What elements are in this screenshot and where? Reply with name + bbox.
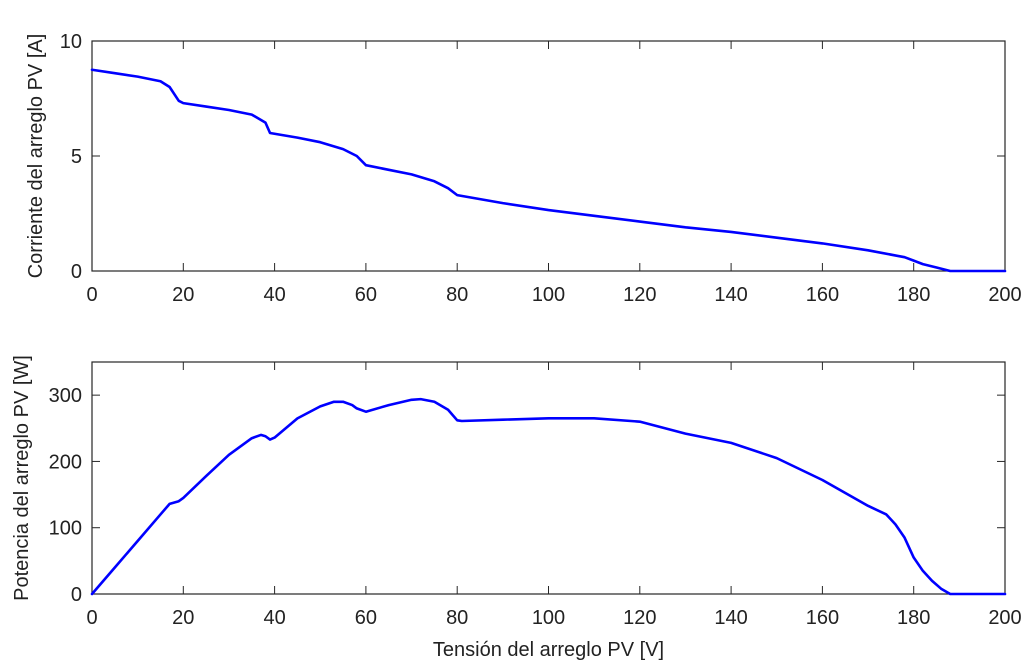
x-tick-label: 200 [988,607,1021,629]
x-tick-label: 80 [446,607,468,629]
y-tick-label: 10 [60,31,82,53]
x-tick-label: 140 [714,607,747,629]
x-tick-label: 120 [623,284,656,306]
axes-box [91,361,1006,595]
series-line [90,397,1007,596]
x-tick-label: 180 [897,284,930,306]
x-tick-label: 120 [623,607,656,629]
x-tick-label: 180 [897,607,930,629]
x-tick-label: 20 [172,607,194,629]
x-tick-label: 60 [355,284,377,306]
power-voltage-panel: 0 20 40 60 80 100 120 140 160 180 200 0 100 200 300 Pot… [11,355,1022,661]
x-axis-label: Tensión del arreglo PV [V] [433,639,664,661]
y-axis-label: Potencia del arreglo PV [W] [11,355,33,601]
x-tick-label: 0 [86,284,97,306]
x-tick-label: 140 [714,284,747,306]
x-tick-label: 80 [446,284,468,306]
series-line [90,68,1007,273]
y-axis-label: Corriente del arreglo PV [A] [25,34,47,279]
y-tick-label: 5 [71,146,82,168]
y-tick-label: 0 [71,261,82,283]
y-tick-label: 300 [49,385,82,407]
axes-box [91,40,1006,272]
x-tick-label: 160 [806,284,839,306]
x-tick-label: 100 [532,284,565,306]
x-tick-label: 100 [532,607,565,629]
x-tick-label: 40 [263,284,285,306]
current-voltage-panel: 0 20 40 60 80 100 120 140 160 180 200 0 5 10 Corriente… [25,31,1022,306]
x-tick-label: 200 [988,284,1021,306]
x-tick-label: 60 [355,607,377,629]
x-tick-label: 20 [172,284,194,306]
x-tick-label: 160 [806,607,839,629]
y-tick-label: 200 [49,451,82,473]
y-tick-label: 100 [49,518,82,540]
x-tick-label: 0 [86,607,97,629]
y-tick-label: 0 [71,584,82,606]
x-tick-label: 40 [263,607,285,629]
